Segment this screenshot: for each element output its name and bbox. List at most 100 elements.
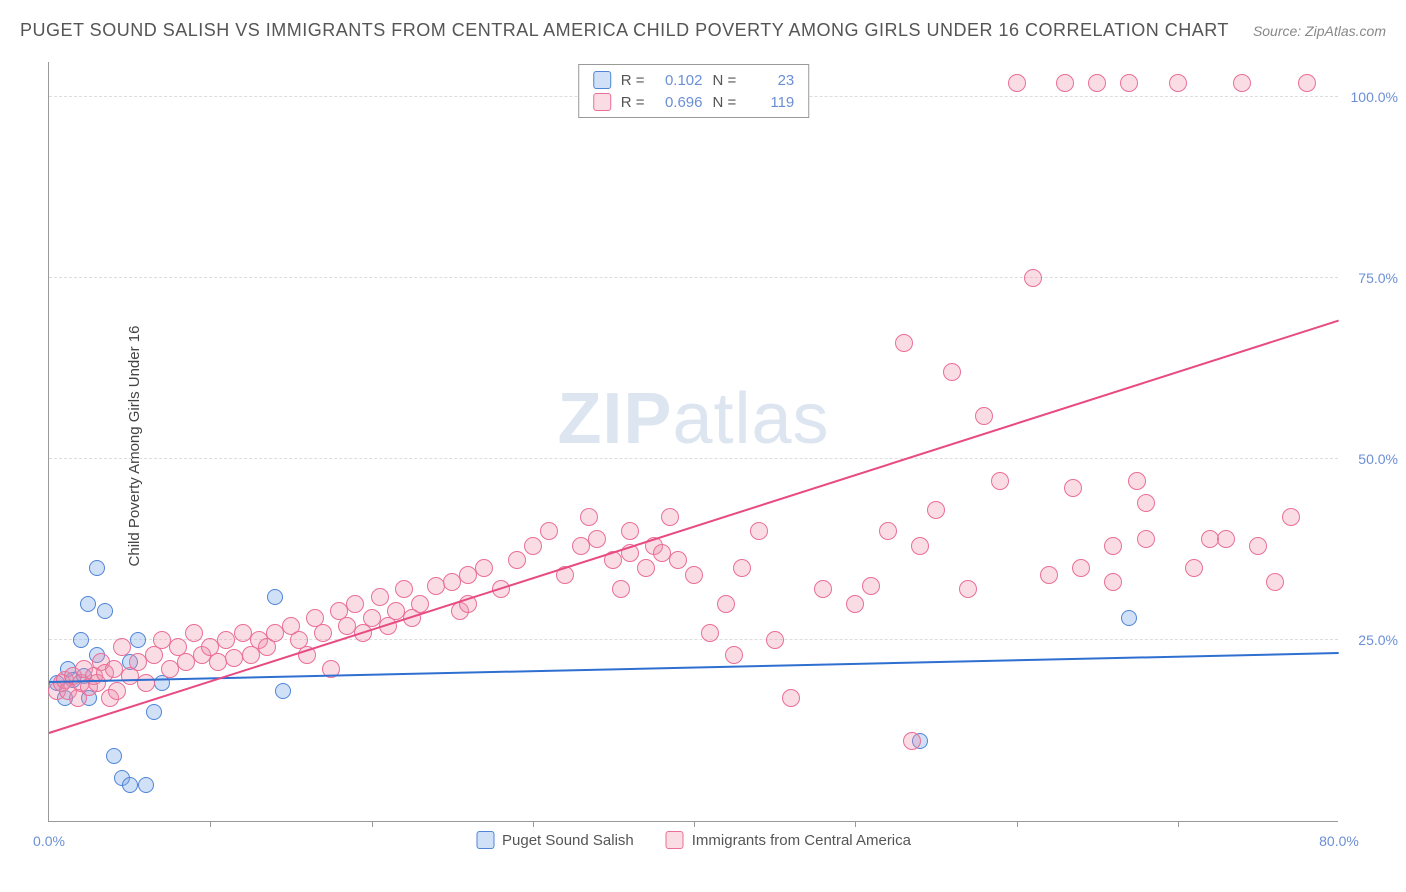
data-point-blue [73, 632, 89, 648]
data-point-pink [975, 407, 993, 425]
data-point-pink [371, 588, 389, 606]
data-point-pink [1298, 74, 1316, 92]
data-point-pink [701, 624, 719, 642]
data-point-pink [717, 595, 735, 613]
x-minor-tick [372, 821, 373, 827]
legend-row-pink: R = 0.696 N = 119 [579, 91, 809, 113]
trend-line-pink [49, 320, 1340, 734]
data-point-pink [1008, 74, 1026, 92]
stat-label-n: N = [713, 72, 737, 89]
series-legend: Puget Sound Salish Immigrants from Centr… [476, 831, 911, 849]
data-point-pink [814, 580, 832, 598]
data-point-pink [1128, 472, 1146, 490]
data-point-pink [879, 522, 897, 540]
data-point-pink [862, 577, 880, 595]
scatter-plot: ZIPatlas R = 0.102 N = 23 R = 0.696 N = … [48, 62, 1338, 822]
watermark: ZIPatlas [557, 378, 829, 460]
x-tick-label: 0.0% [33, 833, 65, 849]
legend-swatch-pink [666, 831, 684, 849]
data-point-pink [733, 559, 751, 577]
source-attribution: Source: ZipAtlas.com [1253, 23, 1386, 39]
y-tick-label: 25.0% [1358, 632, 1398, 648]
data-point-pink [927, 501, 945, 519]
data-point-pink [1040, 566, 1058, 584]
data-point-pink [943, 363, 961, 381]
x-tick-label: 80.0% [1319, 833, 1359, 849]
data-point-pink [1088, 74, 1106, 92]
x-minor-tick [694, 821, 695, 827]
data-point-blue [138, 777, 154, 793]
legend-label-pink: Immigrants from Central America [692, 832, 911, 849]
data-point-pink [137, 674, 155, 692]
gridline-h [49, 277, 1338, 278]
data-point-pink [1137, 530, 1155, 548]
data-point-blue [122, 777, 138, 793]
data-point-pink [1104, 573, 1122, 591]
correlation-legend: R = 0.102 N = 23 R = 0.696 N = 119 [578, 64, 810, 118]
data-point-pink [185, 624, 203, 642]
data-point-blue [80, 596, 96, 612]
x-minor-tick [533, 821, 534, 827]
data-point-pink [314, 624, 332, 642]
watermark-light: atlas [672, 379, 829, 459]
data-point-pink [1266, 573, 1284, 591]
title-bar: PUGET SOUND SALISH VS IMMIGRANTS FROM CE… [20, 20, 1386, 41]
data-point-pink [1233, 74, 1251, 92]
stat-n-blue: 23 [746, 72, 794, 89]
data-point-blue [89, 560, 105, 576]
data-point-pink [346, 595, 364, 613]
data-point-pink [1282, 508, 1300, 526]
data-point-pink [1064, 479, 1082, 497]
data-point-blue [130, 632, 146, 648]
legend-row-blue: R = 0.102 N = 23 [579, 69, 809, 91]
data-point-pink [637, 559, 655, 577]
y-tick-label: 50.0% [1358, 451, 1398, 467]
data-point-pink [750, 522, 768, 540]
stat-label-r: R = [621, 94, 645, 111]
y-tick-label: 100.0% [1351, 89, 1398, 105]
data-point-pink [766, 631, 784, 649]
data-point-blue [275, 683, 291, 699]
data-point-pink [846, 595, 864, 613]
x-minor-tick [210, 821, 211, 827]
stat-r-blue: 0.102 [655, 72, 703, 89]
watermark-bold: ZIP [557, 379, 672, 459]
data-point-blue [267, 589, 283, 605]
data-point-pink [1137, 494, 1155, 512]
stat-n-pink: 119 [746, 94, 794, 111]
data-point-pink [395, 580, 413, 598]
data-point-blue [1121, 610, 1137, 626]
x-minor-tick [1178, 821, 1179, 827]
data-point-pink [895, 334, 913, 352]
data-point-blue [97, 603, 113, 619]
data-point-pink [508, 551, 526, 569]
data-point-pink [685, 566, 703, 584]
chart-title: PUGET SOUND SALISH VS IMMIGRANTS FROM CE… [20, 20, 1229, 41]
data-point-pink [959, 580, 977, 598]
data-point-pink [580, 508, 598, 526]
y-tick-label: 75.0% [1358, 270, 1398, 286]
data-point-pink [1104, 537, 1122, 555]
data-point-blue [146, 704, 162, 720]
data-point-pink [621, 522, 639, 540]
legend-swatch-pink [593, 93, 611, 111]
data-point-pink [108, 682, 126, 700]
data-point-pink [113, 638, 131, 656]
data-point-blue [106, 748, 122, 764]
legend-item-pink: Immigrants from Central America [666, 831, 911, 849]
legend-item-blue: Puget Sound Salish [476, 831, 634, 849]
gridline-h [49, 458, 1338, 459]
stat-label-n: N = [713, 94, 737, 111]
data-point-pink [1249, 537, 1267, 555]
data-point-pink [1185, 559, 1203, 577]
x-minor-tick [855, 821, 856, 827]
data-point-pink [1169, 74, 1187, 92]
data-point-pink [475, 559, 493, 577]
data-point-pink [782, 689, 800, 707]
data-point-pink [991, 472, 1009, 490]
x-minor-tick [1017, 821, 1018, 827]
data-point-pink [903, 732, 921, 750]
data-point-pink [612, 580, 630, 598]
data-point-pink [1056, 74, 1074, 92]
legend-label-blue: Puget Sound Salish [502, 832, 634, 849]
